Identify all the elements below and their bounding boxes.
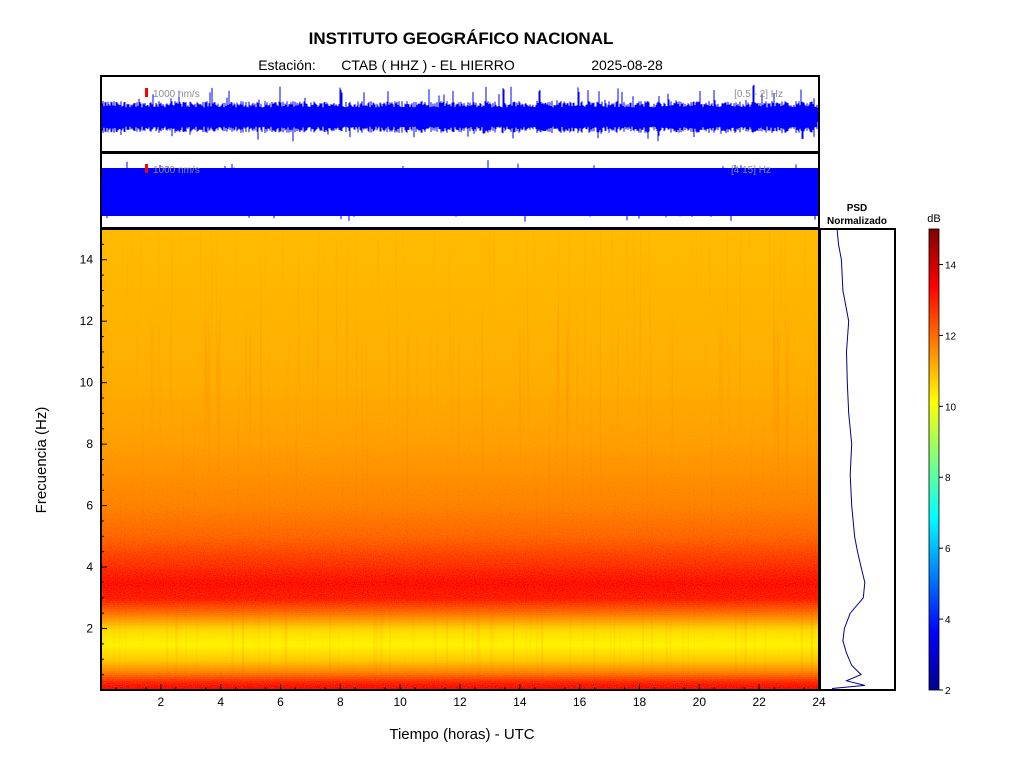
spectrogram xyxy=(101,229,819,690)
x-tick-label: 18 xyxy=(633,695,647,709)
trace-1-waveform xyxy=(101,84,818,142)
x-axis-label: Tiempo (horas) - UTC xyxy=(389,726,534,743)
colorbar xyxy=(928,228,940,691)
trace-2-band-label: [4 15] Hz xyxy=(731,165,771,176)
colorbar-tick-label: 12 xyxy=(945,331,957,342)
trace-panel-1: 1000 nm/s [0.5 - 2] Hz xyxy=(100,75,820,153)
x-tick-label: 24 xyxy=(812,695,826,709)
trace-2-scale-label: 1000 nm/s xyxy=(153,165,200,176)
y-tick-label: 8 xyxy=(86,437,93,451)
x-tick-label: 4 xyxy=(217,695,224,709)
waveform-core xyxy=(102,168,818,216)
trace-1-scale-bar xyxy=(145,88,148,97)
station-name: CTAB ( HHZ ) - EL HIERRO xyxy=(341,57,515,73)
figure-title: INSTITUTO GEOGRÁFICO NACIONAL xyxy=(309,29,614,48)
psd-line xyxy=(831,228,866,689)
spectrogram-stripes xyxy=(101,229,819,690)
colorbar-tick-label: 10 xyxy=(945,402,957,413)
trace-panel-2: 1000 nm/s [4 15] Hz xyxy=(100,152,820,229)
colorbar-tick-label: 4 xyxy=(945,615,951,626)
x-tick-label: 14 xyxy=(513,695,527,709)
psd-panel-frame xyxy=(819,228,896,691)
trace-1-scale-label: 1000 nm/s xyxy=(153,89,200,100)
trace-2-waveform xyxy=(101,160,818,222)
y-tick-label: 12 xyxy=(80,314,94,328)
colorbar-tick-label: 14 xyxy=(945,260,957,271)
trace-2-scale-bar xyxy=(145,164,148,173)
trace-1-band-label: [0.5 - 2] Hz xyxy=(734,89,783,100)
x-tick-label: 22 xyxy=(752,695,766,709)
station-label: Estación: xyxy=(258,57,316,73)
y-tick-label: 2 xyxy=(86,622,93,636)
x-tick-label: 20 xyxy=(693,695,707,709)
date-label: 2025-08-28 xyxy=(591,57,663,73)
y-tick-label: 14 xyxy=(80,253,94,267)
colorbar-tick-label: 2 xyxy=(945,686,951,697)
y-axis: 2 4 6 8 10 12 14 xyxy=(80,243,107,676)
y-tick-label: 6 xyxy=(86,499,93,513)
y-axis-label: Frecuencia (Hz) xyxy=(33,407,50,514)
psd-title-line1: PSD xyxy=(847,203,868,214)
waveform-core xyxy=(102,108,818,122)
x-tick-label: 10 xyxy=(393,695,407,709)
colorbar-axis: 2 4 6 8 10 12 14 xyxy=(939,260,957,697)
x-tick-label: 2 xyxy=(157,695,164,709)
x-tick-label: 8 xyxy=(337,695,344,709)
y-tick-label: 10 xyxy=(80,376,94,390)
y-tick-label: 4 xyxy=(86,560,93,574)
colorbar-unit: dB xyxy=(927,213,940,225)
x-tick-label: 16 xyxy=(573,695,587,709)
psd-title-line2: Normalizado xyxy=(827,216,887,227)
x-tick-label: 12 xyxy=(453,695,467,709)
colorbar-tick-label: 8 xyxy=(945,473,951,484)
x-axis: 2 4 6 8 10 12 14 16 18 20 22 24 xyxy=(115,684,826,709)
x-tick-label: 6 xyxy=(277,695,284,709)
colorbar-tick-label: 6 xyxy=(945,544,951,555)
